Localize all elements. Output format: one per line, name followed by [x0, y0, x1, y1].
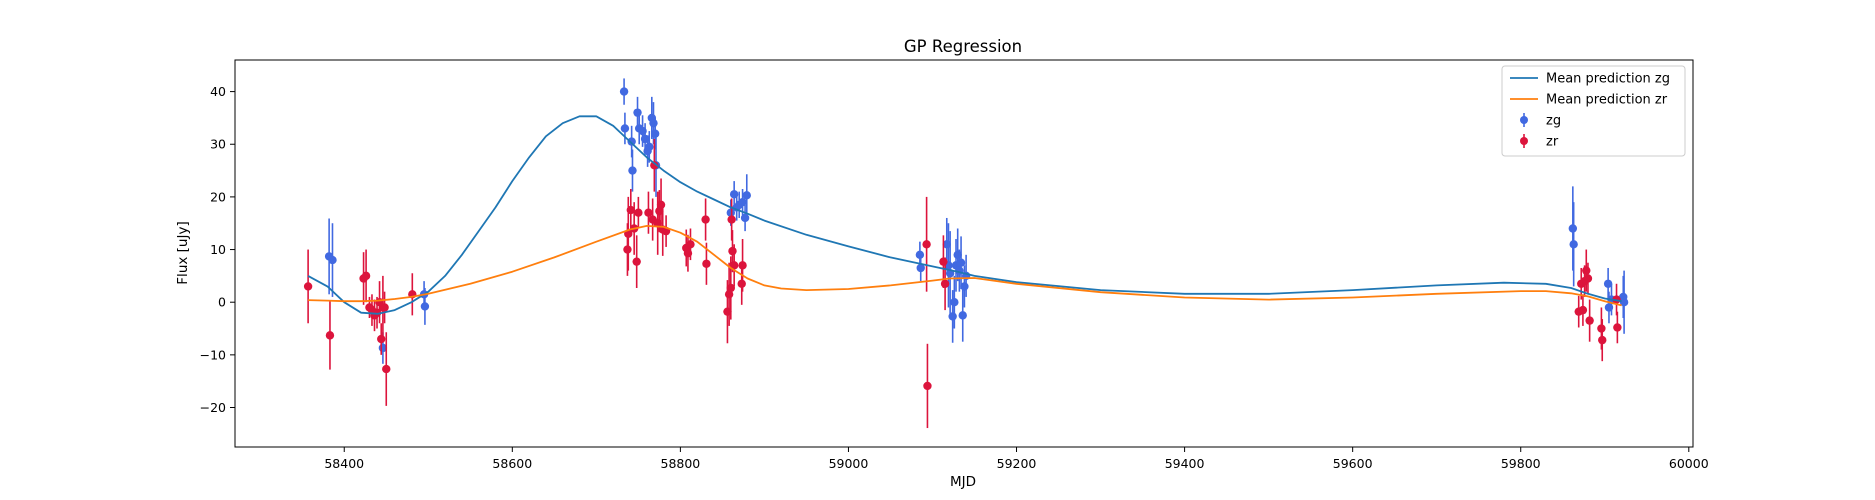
y-tick-label: −20 [200, 400, 226, 415]
x-tick-label: 58600 [492, 456, 532, 471]
data-point-zr [729, 261, 739, 270]
data-point-zr [634, 208, 643, 217]
data-point-zr [626, 205, 636, 215]
data-point-zg [633, 108, 642, 117]
data-point-zr [632, 257, 641, 266]
data-point-zr [922, 240, 931, 249]
chart-title: GP Regression [904, 37, 1022, 56]
x-tick-label: 58400 [324, 456, 364, 471]
data-point-zr [377, 334, 386, 344]
data-point-zr [738, 261, 747, 270]
data-point-zr [1613, 323, 1622, 332]
data-point-zg [420, 302, 430, 311]
x-axis-ticks: 58400 58600 58800 59000 59200 59400 59600 59800… [324, 447, 1709, 471]
data-point-zr [939, 257, 948, 266]
data-point-zr [737, 279, 746, 288]
data-point-zr [726, 283, 736, 293]
data-point-zr [940, 279, 950, 288]
data-point-zr [701, 215, 710, 224]
data-point-zg [649, 118, 658, 128]
legend-label: Mean prediction zg [1546, 72, 1670, 87]
x-tick-label: 58800 [661, 456, 701, 471]
data-point-zr [1583, 274, 1593, 283]
data-point-zg [958, 311, 967, 320]
data-point-zg [628, 166, 637, 175]
data-point-zr [644, 208, 653, 217]
data-point-zr [303, 282, 313, 291]
legend-marker-swatch [1520, 137, 1528, 145]
data-point-zr [623, 245, 632, 254]
data-point-zg [742, 191, 751, 200]
legend-label: zg [1546, 114, 1561, 129]
data-point-zr [382, 364, 391, 374]
data-point-zg [328, 255, 337, 265]
data-point-zr [1585, 316, 1594, 325]
data-point-zr [650, 161, 659, 170]
data-point-zg [740, 213, 750, 223]
data-point-zg [915, 250, 925, 260]
data-point-zr [380, 303, 389, 312]
data-point-zr [923, 381, 932, 391]
x-tick-label: 59400 [1165, 456, 1205, 471]
x-tick-label: 59000 [829, 456, 869, 471]
y-tick-label: 40 [210, 84, 226, 99]
data-point-zg [650, 129, 660, 138]
legend-box [1501, 65, 1686, 157]
data-point-zr [702, 259, 711, 268]
legend-label: Mean prediction zr [1546, 93, 1668, 108]
series-zg [324, 78, 1629, 364]
y-tick-label: −10 [200, 347, 226, 362]
data-point-zg [738, 197, 747, 207]
y-tick-label: 0 [218, 295, 226, 310]
data-point-zg [620, 124, 630, 133]
x-tick-label: 59800 [1501, 456, 1541, 471]
x-axis-label: MJD [950, 474, 976, 490]
data-point-zr [656, 200, 666, 209]
legend-marker-swatch [1520, 116, 1528, 124]
data-point-zr [1582, 266, 1591, 275]
data-point-zg [960, 282, 969, 291]
data-point-zg [1619, 298, 1629, 307]
axes-frame [234, 59, 1694, 448]
data-point-zg [1568, 224, 1578, 233]
data-point-zg [726, 208, 736, 217]
data-point-zr [728, 246, 737, 256]
data-point-zr [1597, 324, 1606, 333]
data-point-zg [645, 142, 654, 152]
mean-prediction-line-zg [307, 115, 1622, 315]
data-point-zr [361, 271, 371, 281]
y-axis-label: Flux [uJy] [175, 221, 191, 284]
data-point-zg [619, 87, 629, 96]
data-point-zr [325, 331, 335, 340]
data-point-zr [686, 240, 695, 249]
data-point-zg [956, 258, 966, 267]
data-point-zg [916, 263, 925, 273]
legend: Mean prediction zg Mean prediction zr zg zr [1501, 65, 1686, 157]
x-tick-label: 59200 [997, 456, 1037, 471]
x-tick-label: 60000 [1669, 456, 1709, 471]
data-point-zg [948, 312, 957, 321]
series-zr [303, 138, 1622, 429]
y-tick-label: 10 [210, 242, 226, 257]
data-point-zg [1603, 279, 1613, 288]
y-axis-ticks: −20 −10 0 10 20 30 40 [200, 84, 235, 415]
plot-area [303, 78, 1629, 429]
y-tick-label: 30 [210, 137, 226, 152]
mean-prediction-line-zr [308, 225, 1622, 307]
data-point-zg [950, 298, 959, 307]
data-point-zr [1578, 305, 1588, 315]
data-point-zr [727, 215, 736, 224]
data-point-zg [627, 137, 636, 146]
data-point-zg [1569, 240, 1578, 249]
y-tick-label: 20 [210, 189, 226, 204]
x-tick-label: 59600 [1333, 456, 1373, 471]
legend-label: zr [1546, 135, 1559, 150]
data-point-zr [1598, 335, 1607, 345]
